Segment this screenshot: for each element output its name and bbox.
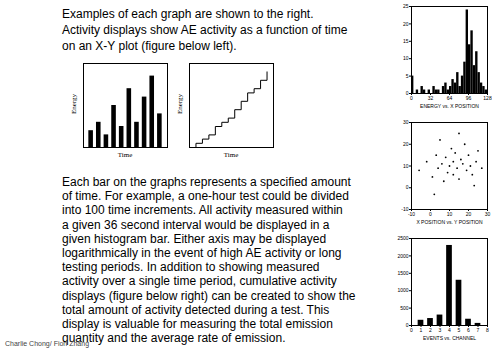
svg-text:8: 8	[486, 327, 489, 333]
html-text:Each bar on the graphs represe: Each bar on the graphs represents a spec…	[62, 175, 351, 189]
svg-text:5: 5	[406, 73, 409, 79]
html-text:Energy: Energy	[176, 94, 184, 114]
html-text:into 100 time increments. All: into 100 time increments. All activity m…	[62, 203, 343, 218]
html-text:Activity displays show AE acti: Activity displays show AE activity as a …	[62, 23, 348, 37]
svg-text:3: 3	[439, 327, 442, 333]
html-text:display is valuable for measur: display is valuable for measuring the to…	[62, 316, 333, 331]
html-text:logarithmically in the event o: logarithmically in the event of high AE …	[62, 245, 342, 260]
svg-text:0: 0	[406, 184, 409, 190]
svg-text:4: 4	[448, 327, 451, 333]
svg-text:6: 6	[467, 327, 470, 333]
svg-text:10: 10	[403, 163, 409, 169]
html-text:Examples of each graph are sho: Examples of each graph are shown to the …	[62, 7, 314, 21]
html-text:Energy: Energy	[70, 94, 78, 114]
svg-text:20: 20	[403, 141, 409, 147]
svg-text:500: 500	[400, 305, 409, 311]
svg-text:0: 0	[429, 211, 432, 217]
html-text:testing periods. In addition t: testing periods. In addition to showing …	[62, 260, 320, 275]
svg-text:20: 20	[403, 21, 409, 27]
html-text:of time. For example, a one-ho: of time. For example, a one-hour test co…	[62, 189, 349, 204]
svg-text:-10: -10	[408, 211, 415, 217]
html-text:quantity and the average rate: quantity and the average rate of emissio…	[62, 331, 286, 346]
html-text:Time: Time	[223, 151, 239, 159]
svg-text:2000: 2000	[397, 253, 408, 259]
svg-text:96: 96	[466, 95, 472, 101]
html-text:on an X-Y plot (figure below l: on an X-Y plot (figure below left).	[62, 39, 237, 53]
svg-text:ENERGY vs. X POSITION: ENERGY vs. X POSITION	[420, 103, 479, 109]
html-text:activity over a single time pe: activity over a single time period, cumu…	[62, 274, 337, 289]
svg-text:0: 0	[410, 327, 413, 333]
svg-text:-10: -10	[401, 206, 409, 213]
svg-text:10: 10	[403, 55, 409, 61]
svg-text:1000: 1000	[397, 287, 408, 293]
svg-text:15: 15	[403, 38, 409, 44]
svg-text:5: 5	[458, 327, 461, 333]
svg-text:2500: 2500	[397, 235, 408, 241]
svg-text:0: 0	[406, 90, 409, 96]
svg-text:30: 30	[403, 119, 409, 125]
html-text:displays (figure below right): displays (figure below right) can be cre…	[62, 288, 356, 303]
svg-text:0: 0	[406, 322, 409, 328]
svg-text:0: 0	[410, 95, 413, 101]
svg-text:2: 2	[429, 327, 432, 333]
html-text:Charlie Chong/ Fion Zhang: Charlie Chong/ Fion Zhang	[5, 340, 90, 347]
html-text:a given 36 second interval wou: a given 36 second interval would be disp…	[62, 217, 330, 232]
svg-text:X POSITION vs. Y POSITION: X POSITION vs. Y POSITION	[416, 219, 483, 225]
svg-text:64: 64	[447, 95, 453, 101]
svg-text:1500: 1500	[397, 270, 408, 276]
html-text:given histogram bar. Either ax: given histogram bar. Either axis may be …	[62, 231, 327, 246]
svg-text:1: 1	[420, 327, 423, 333]
svg-text:7: 7	[477, 327, 480, 333]
svg-text:30: 30	[485, 211, 491, 217]
svg-text:10: 10	[447, 211, 453, 217]
svg-text:128: 128	[483, 95, 492, 101]
svg-text:32: 32	[428, 95, 434, 101]
svg-text:EVENTS vs. CHANNEL: EVENTS vs. CHANNEL	[423, 335, 476, 341]
svg-text:20: 20	[466, 211, 472, 217]
html-text:Time: Time	[117, 151, 133, 159]
html-text:total amount of activity detec: total amount of activity detected during…	[62, 302, 330, 317]
svg-text:25: 25	[403, 3, 409, 9]
